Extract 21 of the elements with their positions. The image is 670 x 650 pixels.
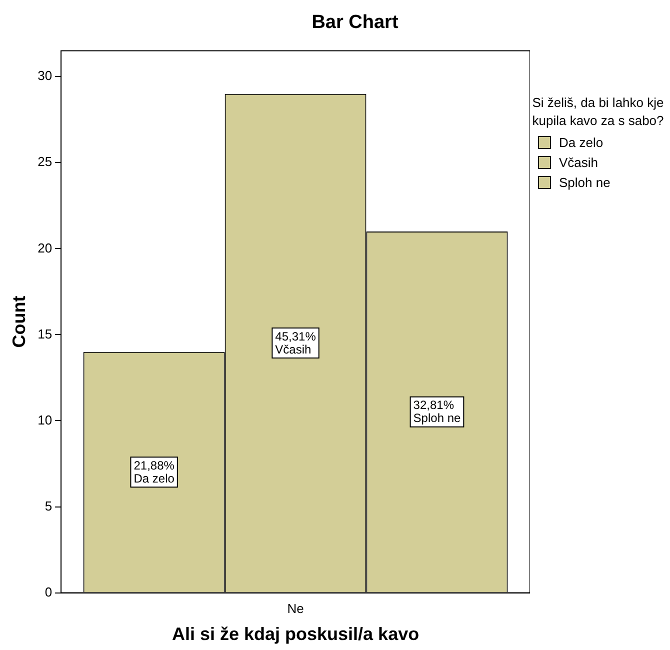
series-label: Včasih bbox=[275, 342, 312, 356]
legend-title: Si želiš, da bi lahko kje kupila kavo za s sabo? bbox=[531, 94, 665, 130]
series-label: Da zelo bbox=[134, 471, 175, 486]
series-label: Sploh ne bbox=[413, 411, 462, 426]
annotation: 21,88% bbox=[134, 458, 175, 472]
annotation: 32,81% bbox=[413, 398, 454, 412]
y-tick-label: 20 bbox=[38, 240, 52, 256]
y-tick-label: 5 bbox=[44, 498, 52, 514]
x-axis-title: Ali si že kdaj poskusil/a kavo bbox=[172, 624, 420, 644]
y-tick-label: 25 bbox=[38, 154, 52, 170]
x-tick-label: Ne bbox=[287, 601, 304, 616]
text: Včasih bbox=[559, 154, 598, 170]
y-axis-title: Count bbox=[8, 296, 29, 348]
y-tick-label: 30 bbox=[38, 68, 52, 84]
y-tick-label: 0 bbox=[44, 584, 52, 600]
chart-title: Bar Chart bbox=[310, 12, 400, 34]
text: Sploh ne bbox=[559, 174, 610, 190]
y-tick-label: 10 bbox=[38, 412, 52, 428]
annotation: 45,31% bbox=[275, 329, 316, 344]
text: Da zelo bbox=[559, 134, 604, 150]
y-tick-label: 15 bbox=[38, 326, 52, 342]
